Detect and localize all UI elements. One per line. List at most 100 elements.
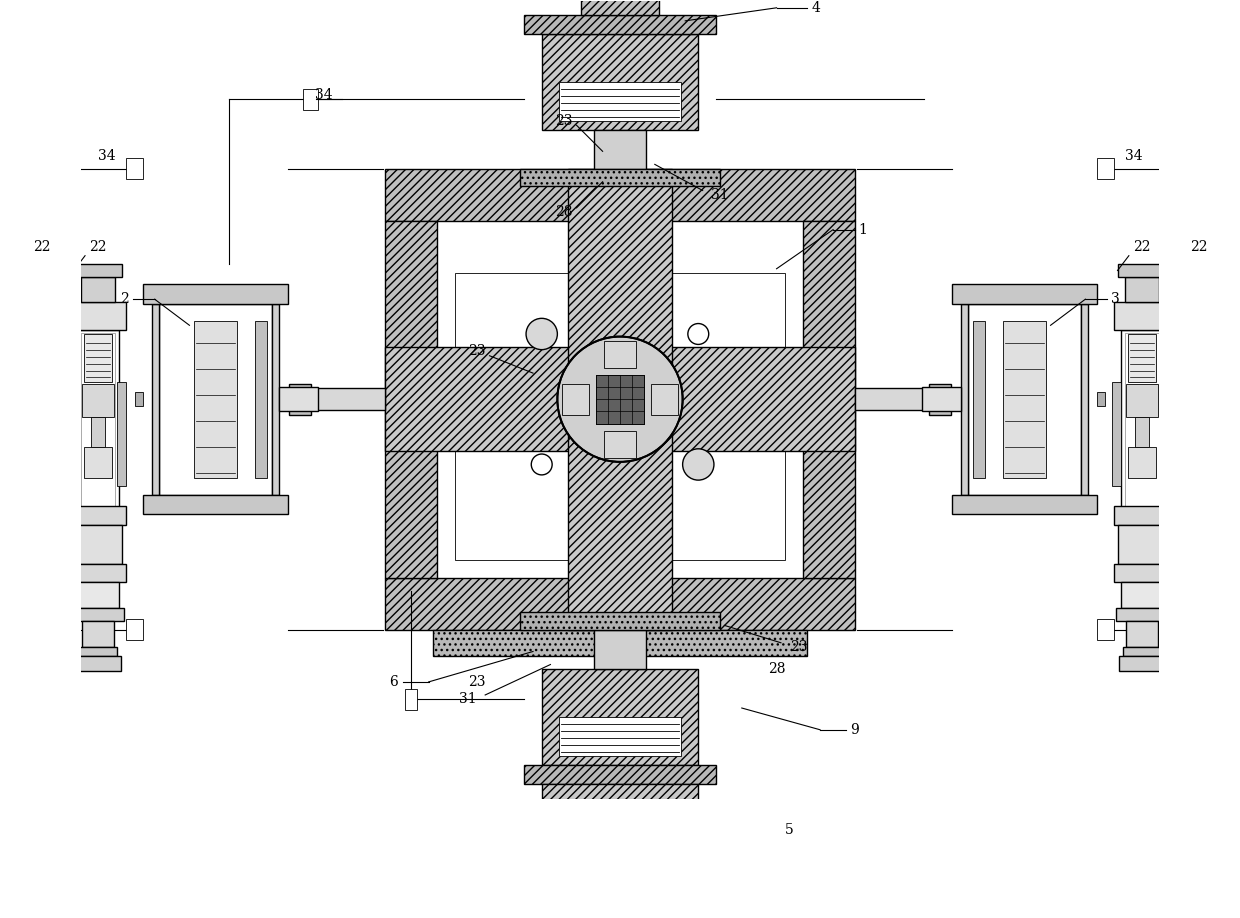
Bar — [580, 887, 660, 900]
Bar — [72, 608, 124, 621]
Bar — [672, 273, 785, 382]
Text: 2: 2 — [120, 292, 129, 307]
Bar — [611, 901, 629, 918]
Bar — [35, 417, 48, 447]
Bar — [929, 384, 951, 415]
Bar — [1184, 334, 1213, 382]
Bar — [802, 221, 854, 577]
Bar — [159, 304, 272, 495]
Bar — [1112, 382, 1121, 487]
Bar — [455, 452, 568, 560]
Bar — [303, 89, 319, 109]
Bar — [1126, 384, 1158, 417]
Bar — [854, 388, 929, 409]
Bar — [386, 577, 854, 630]
Bar — [14, 302, 69, 330]
Bar — [1114, 302, 1169, 330]
Bar — [26, 621, 57, 647]
Bar — [594, 860, 646, 887]
Bar — [14, 565, 69, 582]
Bar — [1174, 525, 1223, 565]
Bar — [1120, 655, 1164, 671]
Bar — [118, 382, 126, 487]
Bar — [1126, 621, 1158, 647]
Bar — [19, 655, 64, 671]
Polygon shape — [604, 431, 636, 457]
Text: 28: 28 — [554, 206, 572, 219]
Circle shape — [683, 449, 714, 480]
Polygon shape — [562, 384, 589, 415]
Text: 23: 23 — [467, 344, 485, 358]
Bar — [1179, 647, 1218, 655]
Bar — [73, 263, 123, 277]
Bar — [17, 263, 66, 277]
Bar — [1174, 263, 1223, 277]
Bar — [15, 608, 68, 621]
Bar — [952, 495, 1096, 514]
Bar — [254, 321, 267, 477]
Text: 5: 5 — [785, 823, 794, 837]
Bar — [1122, 647, 1161, 655]
Bar — [559, 717, 681, 756]
Bar — [1171, 302, 1226, 330]
Text: 1: 1 — [858, 222, 867, 237]
Text: 28: 28 — [768, 662, 785, 676]
Text: 31: 31 — [712, 188, 729, 202]
Bar — [71, 506, 126, 525]
Bar — [386, 221, 438, 577]
Bar — [81, 277, 115, 302]
Bar — [1135, 417, 1149, 447]
Bar — [27, 447, 56, 477]
Bar — [272, 304, 279, 495]
Text: 22: 22 — [89, 240, 107, 254]
Bar — [279, 387, 319, 411]
Bar — [525, 15, 715, 34]
Bar — [1114, 565, 1169, 582]
Bar — [71, 302, 126, 330]
Text: 23: 23 — [467, 675, 485, 688]
Bar — [386, 169, 854, 221]
Bar — [1117, 263, 1167, 277]
Bar — [91, 417, 105, 447]
Text: 34: 34 — [315, 88, 334, 102]
Bar — [77, 582, 119, 608]
Bar — [603, 912, 637, 918]
Bar — [1116, 608, 1168, 621]
Bar — [542, 784, 698, 860]
Bar — [126, 158, 144, 179]
Bar — [71, 565, 126, 582]
Bar — [76, 655, 120, 671]
Bar — [1184, 447, 1213, 477]
Bar — [26, 384, 57, 417]
Bar — [1183, 621, 1214, 647]
Text: 31: 31 — [459, 692, 476, 706]
Bar — [1125, 333, 1159, 521]
Bar — [1176, 655, 1221, 671]
Bar — [1180, 333, 1216, 521]
Text: 23: 23 — [554, 114, 572, 128]
Bar — [455, 273, 568, 382]
Bar — [405, 688, 418, 710]
Bar — [1125, 277, 1159, 302]
Bar — [525, 765, 715, 784]
Bar — [144, 495, 288, 514]
Bar — [84, 334, 112, 382]
Bar — [520, 612, 720, 630]
Bar — [289, 384, 311, 415]
Circle shape — [526, 319, 557, 350]
Bar — [1114, 506, 1169, 525]
Text: 23: 23 — [790, 640, 807, 655]
Bar — [433, 630, 807, 655]
Bar — [1128, 334, 1156, 382]
Bar — [24, 333, 60, 521]
Bar — [24, 277, 60, 302]
Bar — [81, 333, 115, 521]
Bar — [1117, 525, 1167, 565]
Bar — [559, 82, 681, 121]
Bar — [1096, 392, 1105, 406]
Bar — [1096, 620, 1114, 640]
Circle shape — [688, 323, 709, 344]
Bar — [921, 387, 961, 411]
Bar — [1178, 582, 1219, 608]
Bar — [77, 330, 119, 525]
